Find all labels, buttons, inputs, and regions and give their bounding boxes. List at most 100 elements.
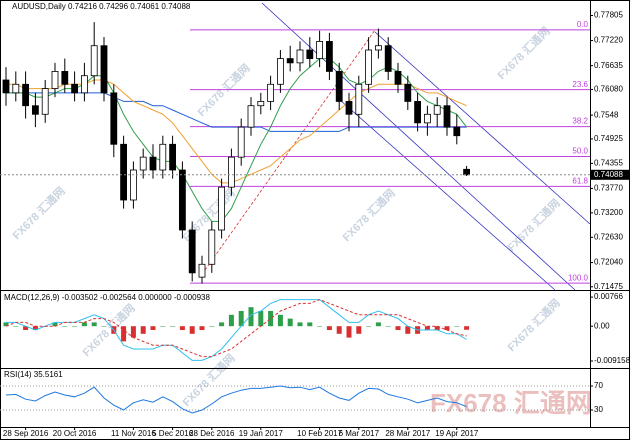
histogram-bar (238, 311, 244, 327)
histogram-bar (3, 322, 9, 327)
histogram-bar (248, 307, 254, 327)
histogram-bar (52, 322, 58, 327)
candle-body (325, 41, 333, 72)
histogram-bar (346, 326, 352, 338)
histogram-bar (228, 314, 234, 327)
candle-body (110, 92, 118, 145)
candle-body (227, 156, 235, 188)
series-line (5, 299, 467, 358)
x-tick-label: 10 Feb 2017 (297, 429, 342, 438)
histogram-bar (189, 326, 195, 334)
histogram-bar (405, 326, 411, 334)
candle-body (169, 143, 177, 171)
y-tick-label: 70 (594, 381, 603, 390)
histogram-bar (23, 326, 29, 330)
candle-body (296, 49, 304, 64)
histogram-bar (356, 326, 362, 334)
histogram-bar (424, 326, 430, 330)
candle-body (188, 229, 196, 274)
candle-body (22, 83, 30, 107)
y-tick-label: 0.00766 (594, 292, 623, 301)
candle-body (90, 45, 98, 77)
histogram-bar (464, 326, 470, 330)
candle-body (355, 83, 363, 115)
histogram-bar (326, 326, 332, 330)
histogram-bar (209, 326, 215, 327)
x-tick-label: 11 Nov 2016 (111, 429, 156, 438)
histogram-bar (13, 326, 19, 327)
fib-label: 0.0 (577, 20, 589, 29)
candle-body (32, 105, 39, 115)
x-tick-label: 28 Mar 2017 (385, 429, 430, 438)
histogram-bar (150, 326, 156, 330)
candle-body (237, 126, 245, 158)
y-tick-label: -0.009158 (594, 356, 630, 365)
candle-body (286, 58, 294, 64)
last-price-label: 0.74088 (594, 170, 623, 179)
histogram-bar (179, 326, 185, 330)
candle-body (198, 263, 206, 278)
histogram-bar (434, 326, 440, 330)
histogram-bar (199, 326, 205, 330)
histogram-bar (454, 326, 460, 327)
series-line (6, 299, 467, 361)
fib-label: 23.6 (572, 80, 588, 89)
candle-body (129, 169, 137, 201)
histogram-bar (81, 322, 87, 327)
candle-body (149, 156, 157, 171)
candle-body (139, 156, 147, 171)
y-tick-label: 0.00 (594, 321, 610, 330)
histogram-bar (444, 326, 450, 330)
histogram-bar (258, 311, 264, 327)
y-tick-label: 0.72630 (594, 232, 623, 241)
candle-body (247, 105, 255, 128)
histogram-bar (121, 326, 127, 342)
histogram-bar (91, 322, 97, 327)
fib-label: 38.2 (572, 117, 588, 126)
histogram-bar (160, 326, 166, 327)
candle-body (316, 41, 324, 59)
candle-body (178, 169, 186, 231)
candle-body (51, 71, 59, 89)
histogram-bar (277, 314, 283, 327)
candle-body (257, 101, 265, 107)
candle-body (12, 83, 20, 94)
candle-body (306, 49, 314, 59)
candle-body (159, 143, 167, 171)
histogram-bar (395, 326, 401, 330)
histogram-bar (32, 326, 38, 330)
candle-body (120, 143, 127, 201)
x-tick-label: 19 Jan 2017 (239, 429, 284, 438)
macd-title: MACD(12,26,9) -0.003502 -0.002564 0.0000… (4, 293, 210, 302)
candle-body (404, 83, 412, 102)
y-tick-label: 0.77220 (594, 36, 623, 45)
fib-label: 100.0 (568, 273, 589, 282)
histogram-bar (366, 326, 372, 327)
histogram-bar (219, 322, 225, 327)
histogram-bar (140, 326, 146, 334)
histogram-bar (101, 326, 107, 327)
histogram-bar (72, 326, 78, 327)
y-tick-label: 0.72040 (594, 258, 623, 267)
candle-body (365, 49, 373, 85)
y-tick-label: 0.73770 (594, 184, 623, 193)
candle-body (423, 113, 431, 124)
candle-body (345, 101, 353, 115)
y-tick-label: 0.71475 (594, 282, 623, 291)
fib-label: 61.8 (572, 176, 588, 185)
candle-body (2, 79, 10, 94)
candle-body (335, 71, 343, 102)
y-tick-label: 0.76635 (594, 61, 623, 70)
candle-body (208, 229, 216, 265)
candle-body (61, 71, 69, 85)
chart-title: AUDUSD,Daily 0.74216 0.74296 0.74061 0.7… (12, 2, 191, 11)
histogram-bar (297, 322, 303, 327)
x-tick-label: 28 Dec 2016 (189, 429, 235, 438)
histogram-bar (307, 322, 313, 327)
x-tick-label: 20 Oct 2016 (53, 429, 97, 438)
histogram-bar (385, 326, 391, 327)
trend-lines (204, 2, 591, 291)
histogram-bar (336, 326, 342, 334)
y-tick-label: 0.73200 (594, 208, 623, 217)
